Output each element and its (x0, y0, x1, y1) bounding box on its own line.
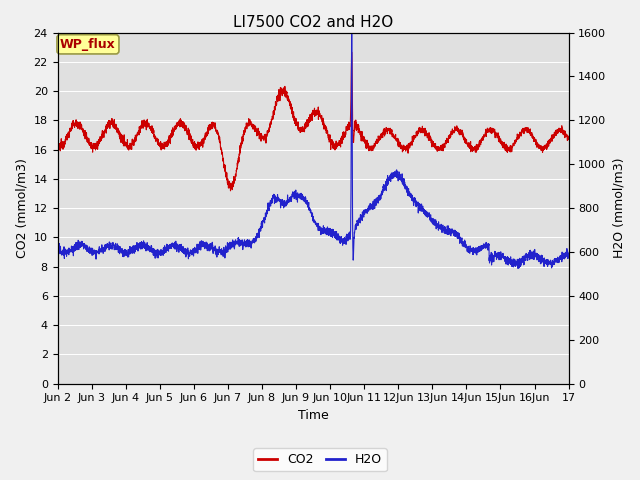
H2O (142, 241, 150, 247)
CO2 (272, 103, 280, 109)
CO2 (500, 144, 508, 150)
Text: WP_flux: WP_flux (60, 38, 116, 51)
CO2 (348, 49, 355, 55)
H2O (250, 240, 257, 245)
H2O (515, 265, 522, 271)
CO2 (142, 123, 150, 129)
CO2 (227, 188, 234, 194)
Y-axis label: CO2 (mmol/m3): CO2 (mmol/m3) (15, 158, 28, 258)
H2O (112, 245, 120, 251)
CO2 (112, 126, 120, 132)
H2O (272, 194, 280, 200)
H2O (555, 255, 563, 261)
CO2 (54, 144, 61, 149)
Line: CO2: CO2 (58, 52, 568, 191)
Title: LI7500 CO2 and H2O: LI7500 CO2 and H2O (233, 15, 393, 30)
Y-axis label: H2O (mmol/m3): H2O (mmol/m3) (612, 158, 625, 258)
H2O (500, 255, 508, 261)
H2O (348, 15, 355, 21)
Legend: CO2, H2O: CO2, H2O (253, 448, 387, 471)
Line: H2O: H2O (58, 18, 568, 268)
CO2 (564, 137, 572, 143)
X-axis label: Time: Time (298, 409, 328, 422)
CO2 (250, 122, 257, 128)
H2O (564, 252, 572, 258)
CO2 (555, 127, 563, 132)
H2O (54, 247, 61, 253)
